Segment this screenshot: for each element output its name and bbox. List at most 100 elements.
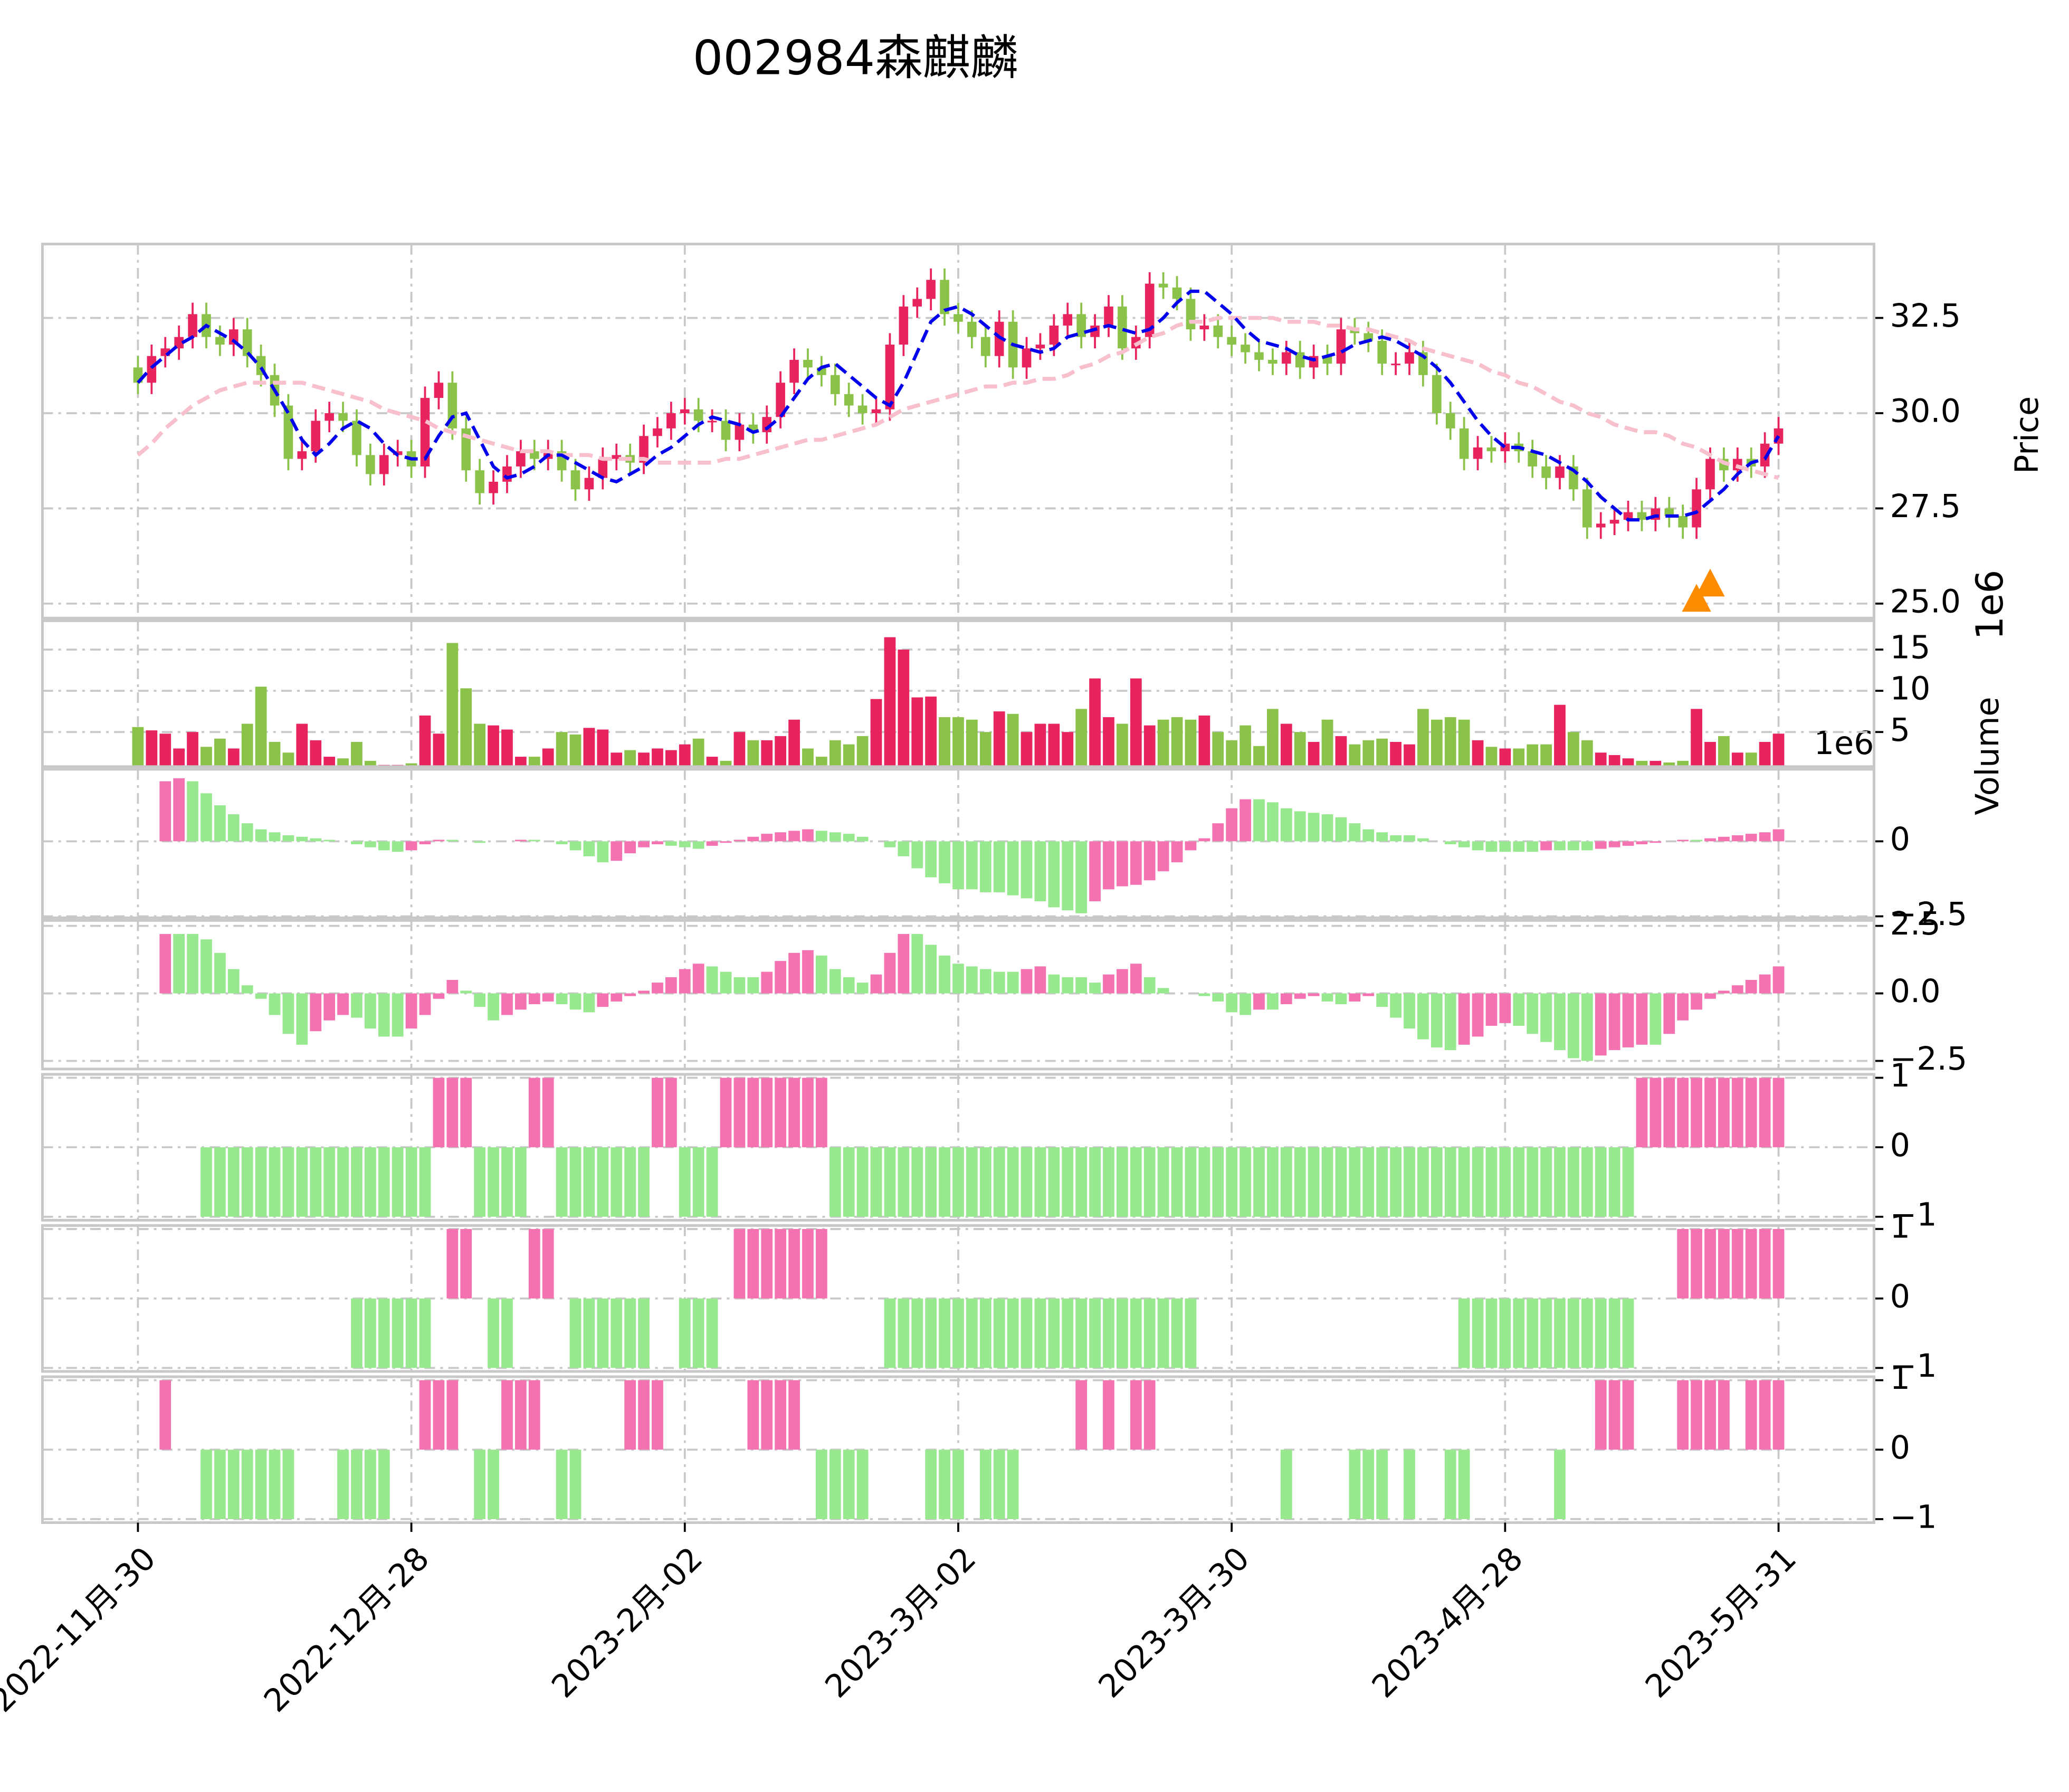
bar <box>1608 1380 1620 1450</box>
bar <box>993 971 1005 994</box>
bar <box>1581 740 1593 767</box>
bar <box>187 933 198 994</box>
bar <box>911 1147 923 1217</box>
bar <box>829 1450 841 1519</box>
bar <box>720 760 732 767</box>
bar <box>952 964 964 994</box>
y-tick-label: 1 <box>1890 1209 1910 1246</box>
bar <box>979 969 991 994</box>
bar <box>733 1229 746 1299</box>
bar <box>1021 1298 1033 1368</box>
bar <box>1034 1147 1046 1217</box>
bar <box>392 993 404 1037</box>
bar <box>1677 840 1689 842</box>
bar <box>829 969 841 994</box>
bar <box>1390 741 1401 767</box>
bar <box>1650 1078 1662 1148</box>
bar <box>638 1147 650 1217</box>
bar <box>692 1298 704 1368</box>
bar <box>898 1298 910 1368</box>
bar <box>323 993 336 1021</box>
bar <box>1540 1298 1552 1368</box>
panel-frame <box>41 1224 1876 1373</box>
bar <box>1718 1380 1730 1450</box>
bar <box>1485 747 1498 767</box>
bar <box>1253 993 1265 1010</box>
bar <box>829 1147 841 1217</box>
bar <box>1267 709 1279 767</box>
bar <box>979 1147 991 1217</box>
bar <box>583 841 595 856</box>
bar <box>733 732 746 767</box>
candle-body <box>598 459 608 478</box>
bar <box>501 993 513 1015</box>
bar <box>952 1298 964 1368</box>
bar <box>1636 841 1648 845</box>
bar <box>720 1078 732 1148</box>
candle-body <box>926 280 936 299</box>
candle-body <box>215 337 225 345</box>
bar <box>1171 1298 1183 1368</box>
bar <box>405 993 417 1029</box>
bar <box>1499 1147 1511 1217</box>
y-axis-label: Volume <box>1969 697 2006 815</box>
candle-body <box>1186 299 1196 330</box>
bar <box>1745 752 1757 767</box>
bar <box>1691 1078 1702 1148</box>
bar <box>1130 1380 1142 1450</box>
bar <box>583 993 595 1013</box>
bar <box>856 983 869 994</box>
bar <box>201 793 212 842</box>
bar <box>1335 993 1347 1005</box>
bar <box>1198 715 1210 767</box>
candle-body <box>1172 287 1182 299</box>
moving-average-line <box>136 316 1779 480</box>
bar <box>433 993 445 999</box>
bar <box>214 805 226 842</box>
bar <box>405 1147 417 1217</box>
bar <box>1226 993 1238 1013</box>
bar <box>665 750 677 767</box>
bar <box>1157 841 1169 872</box>
panel-frame <box>41 1073 1876 1222</box>
bar <box>1745 979 1757 994</box>
candle-body <box>1405 352 1414 364</box>
chart-title: 002984森麒麟 <box>693 31 1018 86</box>
bar <box>269 832 281 842</box>
bar <box>692 738 704 767</box>
bar <box>405 1298 417 1368</box>
bar <box>364 1147 376 1217</box>
bar <box>460 688 472 767</box>
bar <box>706 841 718 846</box>
bar <box>1417 993 1429 1040</box>
y-tick-label: 0 <box>1890 1429 1910 1466</box>
bar <box>514 1380 527 1450</box>
bar <box>1335 736 1347 767</box>
bar <box>514 840 527 842</box>
bar <box>488 1450 499 1519</box>
bar <box>392 841 404 852</box>
bar <box>1157 1298 1169 1368</box>
candle-body <box>1541 466 1551 478</box>
bar <box>1472 1298 1484 1368</box>
bar <box>1062 841 1074 911</box>
bar <box>939 1298 950 1368</box>
bar <box>255 1450 267 1519</box>
bar <box>843 977 855 994</box>
bar <box>419 841 431 845</box>
candle-body <box>899 306 909 345</box>
bar <box>378 1298 390 1368</box>
bar <box>1240 993 1251 1015</box>
bar <box>282 993 294 1034</box>
bar <box>1280 993 1292 1005</box>
bar <box>1568 732 1579 767</box>
bar <box>1089 983 1101 994</box>
bar <box>1554 1450 1566 1519</box>
bar <box>1540 744 1552 767</box>
panel-frame <box>41 768 1876 919</box>
y-tick-label: −1 <box>1890 1348 1937 1385</box>
candle-body <box>830 375 840 394</box>
bar <box>1198 838 1210 842</box>
candle-body <box>1391 364 1400 366</box>
bar <box>1650 841 1662 843</box>
